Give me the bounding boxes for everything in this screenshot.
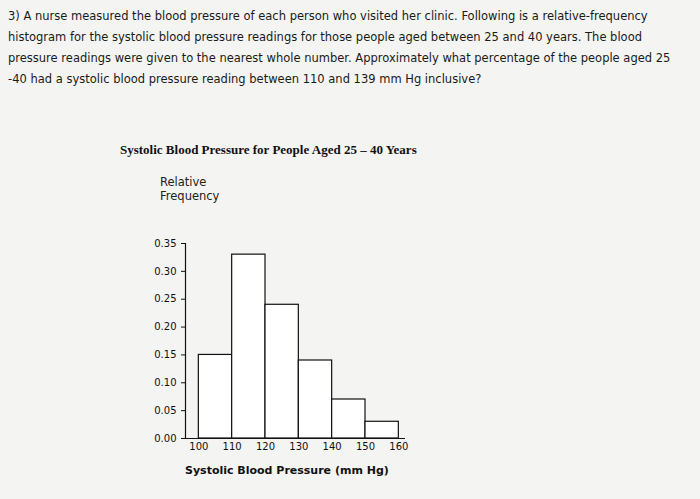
svg-text:160: 160 <box>389 441 408 452</box>
svg-text:0.25: 0.25 <box>154 293 176 304</box>
svg-text:110: 110 <box>223 441 242 452</box>
svg-text:0.20: 0.20 <box>154 321 176 332</box>
svg-text:0.10: 0.10 <box>154 377 176 388</box>
html-text:3) A nurse measured the blood: 3) A nurse measured the blood pressure o… <box>8 9 671 86</box>
svg-text:0.30: 0.30 <box>154 266 176 277</box>
svg-text:120: 120 <box>256 441 275 452</box>
svg-text:0.35: 0.35 <box>154 238 176 249</box>
html-text:Relative Frequency: Relative Frequency <box>160 175 220 203</box>
svg-text:0.00: 0.00 <box>154 433 176 444</box>
html-text:Systolic Blood Pressure for Pe: Systolic Blood Pressure for People Aged … <box>120 142 417 157</box>
svg-text:140: 140 <box>323 441 342 452</box>
svg-text:130: 130 <box>289 441 308 452</box>
svg-text:0.05: 0.05 <box>154 405 176 416</box>
html-text:Systolic Blood Pressure (mm Hg: Systolic Blood Pressure (mm Hg) <box>185 464 389 477</box>
svg-text:0.15: 0.15 <box>154 349 176 360</box>
svg-text:100: 100 <box>189 441 208 452</box>
svg-text:150: 150 <box>356 441 375 452</box>
